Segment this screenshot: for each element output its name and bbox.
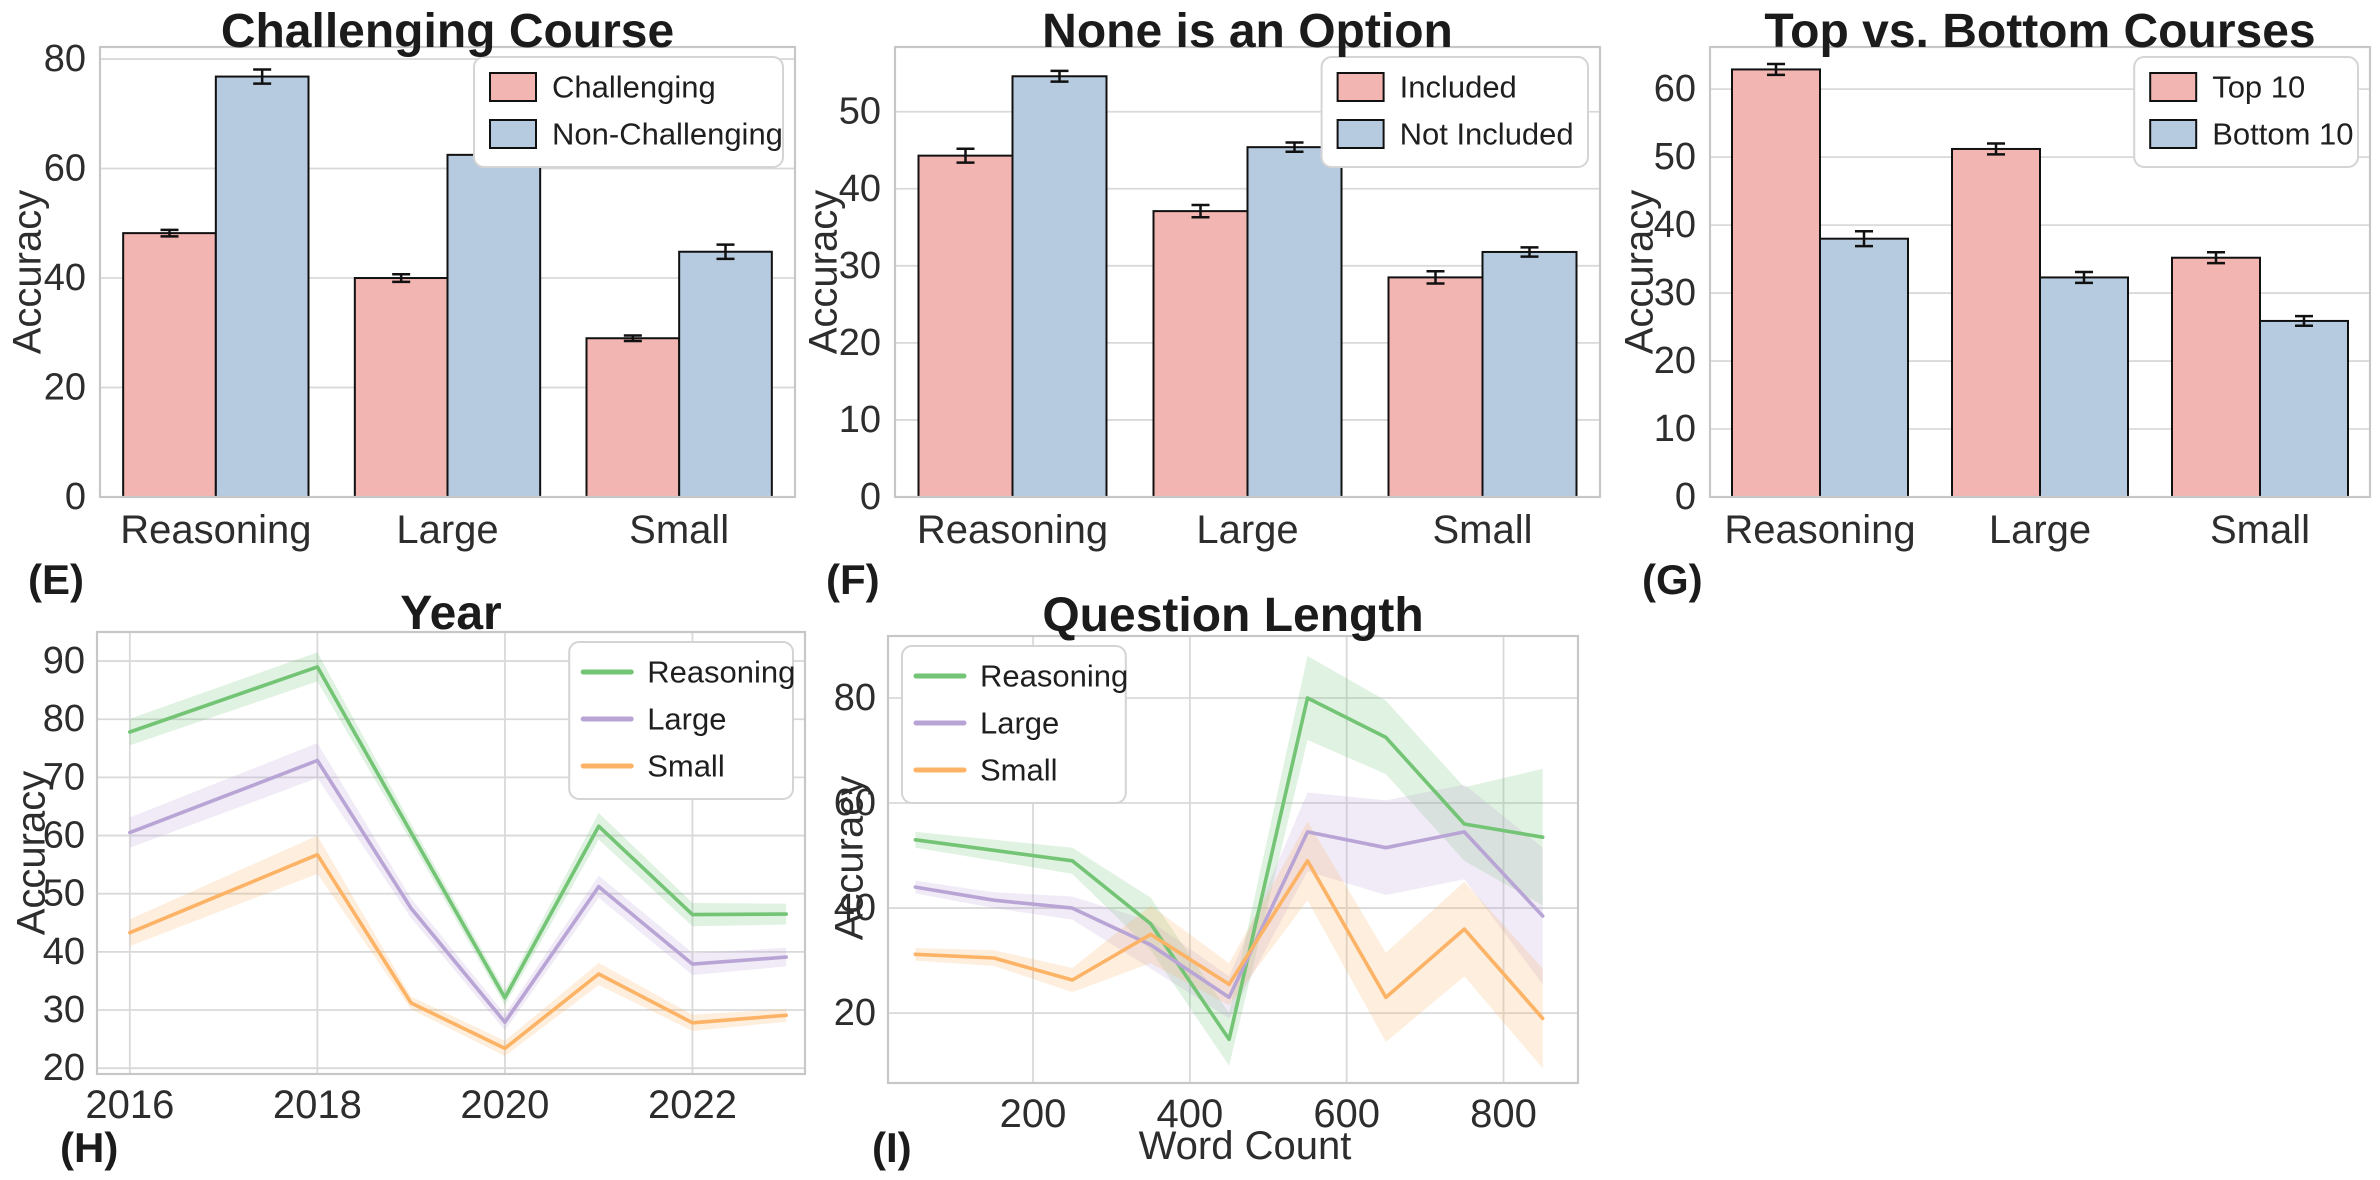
panel-F-y-axis-label: Accuracy: [801, 189, 846, 355]
panel-G-title: Top vs. Bottom Courses: [1764, 5, 2316, 58]
svg-text:50: 50: [839, 91, 881, 133]
svg-text:60: 60: [1654, 68, 1696, 110]
svg-text:80: 80: [834, 677, 876, 719]
panel-H-title: Year: [400, 587, 502, 640]
svg-text:30: 30: [839, 245, 881, 287]
svg-text:600: 600: [1313, 1092, 1380, 1136]
panel-H-y-axis-label: Accuracy: [9, 770, 54, 936]
svg-text:Reasoning: Reasoning: [647, 655, 795, 690]
svg-text:Large: Large: [1989, 508, 2091, 552]
svg-text:90: 90: [43, 640, 85, 682]
svg-text:40: 40: [1654, 204, 1696, 246]
svg-text:30: 30: [43, 989, 85, 1031]
panel-G-letter: (G): [1642, 556, 1703, 603]
svg-text:Large: Large: [980, 706, 1059, 741]
svg-text:200: 200: [1000, 1092, 1067, 1136]
panel-I-title: Question Length: [1042, 589, 1424, 642]
svg-text:Reasoning: Reasoning: [120, 508, 311, 552]
svg-text:Small: Small: [629, 508, 729, 552]
svg-text:40: 40: [44, 257, 86, 299]
svg-text:Reasoning: Reasoning: [917, 508, 1108, 552]
panel-E-y-axis-label: Accuracy: [5, 189, 50, 355]
svg-text:0: 0: [860, 476, 881, 518]
svg-text:Reasoning: Reasoning: [1724, 508, 1915, 552]
svg-text:Challenging: Challenging: [552, 70, 716, 105]
svg-text:800: 800: [1470, 1092, 1537, 1136]
svg-text:0: 0: [1675, 476, 1696, 518]
svg-text:20: 20: [43, 1047, 85, 1089]
svg-text:20: 20: [44, 367, 86, 409]
svg-text:60: 60: [834, 782, 876, 824]
svg-text:20: 20: [1654, 340, 1696, 382]
panel-H-letter: (H): [60, 1124, 119, 1171]
panel-F-letter: (F): [826, 556, 880, 603]
chart-G: 0 10 20 30 40 50 60 Reasoning Large Small Top 10 Bo…: [1654, 45, 2372, 552]
panel-E-title: Challenging Course: [220, 5, 675, 58]
svg-text:2016: 2016: [85, 1083, 174, 1127]
chart-E: 0 20 40 60 80 Reasoning Large Small Challenging N…: [44, 38, 797, 552]
panel-G-y-axis-label: Accuracy: [1617, 189, 1662, 355]
panel-F-title: None is an Option: [1042, 5, 1453, 58]
svg-text:Small: Small: [2210, 508, 2310, 552]
svg-text:Included: Included: [1400, 70, 1517, 105]
svg-text:Small: Small: [647, 749, 725, 784]
svg-text:40: 40: [43, 931, 85, 973]
svg-text:80: 80: [43, 698, 85, 740]
panel-E-letter: (E): [28, 556, 84, 603]
svg-text:Small: Small: [980, 753, 1058, 788]
svg-text:60: 60: [44, 148, 86, 190]
svg-text:80: 80: [44, 38, 86, 80]
svg-text:40: 40: [839, 168, 881, 210]
svg-text:400: 400: [1157, 1092, 1224, 1136]
panel-I-x-axis-label: Word Count: [1138, 1124, 1352, 1168]
svg-text:Non-Challenging: Non-Challenging: [552, 117, 783, 152]
svg-text:Top 10: Top 10: [2212, 70, 2305, 105]
svg-text:70: 70: [43, 756, 85, 798]
svg-text:0: 0: [65, 476, 86, 518]
svg-text:60: 60: [43, 815, 85, 857]
svg-text:Reasoning: Reasoning: [980, 659, 1128, 694]
chart-F: 0 10 20 30 40 50 Reasoning Large Small Included No…: [839, 45, 1602, 552]
svg-text:Large: Large: [1196, 508, 1298, 552]
svg-text:Bottom 10: Bottom 10: [2212, 117, 2353, 152]
svg-text:10: 10: [839, 399, 881, 441]
svg-text:20: 20: [834, 992, 876, 1034]
svg-text:2020: 2020: [460, 1083, 549, 1127]
svg-text:Not Included: Not Included: [1400, 117, 1574, 152]
svg-text:Large: Large: [647, 702, 726, 737]
panel-I-y-axis-label: Accuracy: [827, 775, 872, 941]
svg-text:50: 50: [43, 873, 85, 915]
svg-text:50: 50: [1654, 136, 1696, 178]
svg-text:40: 40: [834, 887, 876, 929]
svg-text:20: 20: [839, 322, 881, 364]
svg-text:10: 10: [1654, 408, 1696, 450]
svg-text:Small: Small: [1432, 508, 1532, 552]
chart-H: 20 30 40 50 60 70 80 90 2016 2018 2020 2022 Reasonin…: [43, 630, 807, 1127]
chart-I: 20 40 60 80 200 400 600 800 Reasoning Large Small: [834, 634, 1580, 1136]
svg-text:Large: Large: [396, 508, 498, 552]
svg-text:2018: 2018: [273, 1083, 362, 1127]
svg-text:30: 30: [1654, 272, 1696, 314]
panel-I-letter: (I): [872, 1124, 912, 1171]
svg-text:2022: 2022: [648, 1083, 737, 1127]
